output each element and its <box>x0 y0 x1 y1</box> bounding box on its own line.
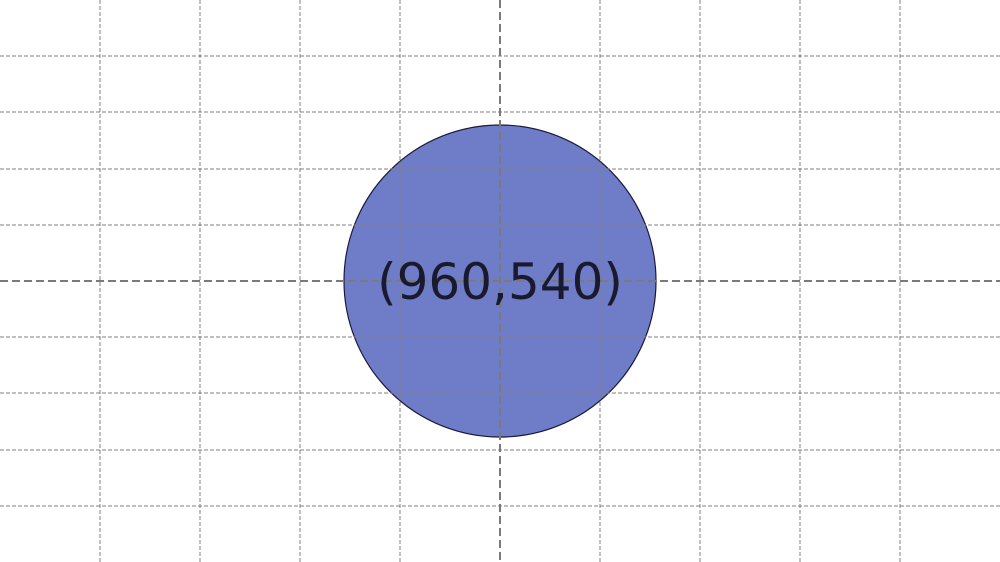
center-coordinate-label: (960,540) <box>377 253 623 311</box>
